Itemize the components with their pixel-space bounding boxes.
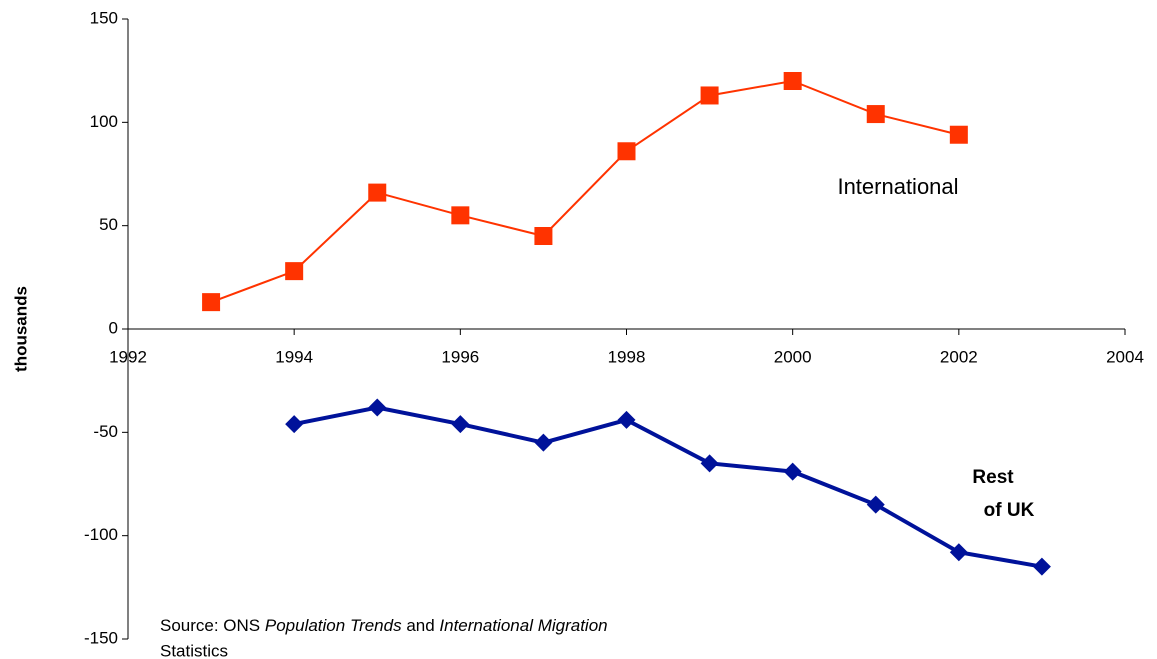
series-line [293, 405, 1043, 569]
marker [534, 433, 553, 452]
marker [700, 454, 719, 473]
marker [534, 227, 553, 245]
source-part: Population Trends [265, 616, 402, 635]
y-axis-label: thousands [11, 286, 30, 372]
x-tick-label: 1992 [109, 347, 147, 366]
annotation: of UK [984, 500, 1035, 521]
marker [783, 72, 802, 90]
marker [700, 86, 719, 105]
y-tick-label: 100 [90, 112, 118, 131]
marker [617, 410, 636, 429]
source-note: Source: ONS Population Trends and Intern… [160, 616, 608, 635]
marker [949, 125, 968, 144]
marker [617, 142, 636, 161]
marker [451, 415, 470, 434]
x-tick-label: 2002 [940, 347, 978, 366]
source-part: Source: ONS [160, 616, 265, 635]
marker [368, 398, 387, 417]
marker [949, 543, 968, 562]
y-tick-label: 50 [99, 215, 118, 234]
series-line [210, 79, 960, 304]
marker [783, 462, 802, 481]
marker [285, 415, 304, 434]
marker [451, 206, 470, 225]
marker [866, 495, 885, 514]
marker [1032, 557, 1051, 576]
x-tick-label: 1996 [441, 347, 479, 366]
source-part: International Migration [439, 616, 607, 635]
y-tick-label: 150 [90, 8, 118, 27]
y-tick-label: -50 [93, 422, 118, 441]
marker [866, 105, 885, 124]
y-tick-label: 0 [109, 318, 118, 337]
source-part: and [402, 616, 440, 635]
x-tick-label: 1994 [275, 347, 313, 366]
y-tick-label: -150 [84, 628, 118, 647]
marker [202, 293, 221, 312]
annotation: International [837, 174, 958, 199]
annotation: Rest [972, 467, 1014, 488]
source-note: Statistics [160, 641, 228, 659]
x-tick-label: 2000 [774, 347, 812, 366]
x-tick-label: 1998 [608, 347, 646, 366]
x-tick-label: 2004 [1106, 347, 1144, 366]
y-tick-label: -100 [84, 525, 118, 544]
marker [368, 183, 387, 202]
marker [285, 262, 304, 281]
